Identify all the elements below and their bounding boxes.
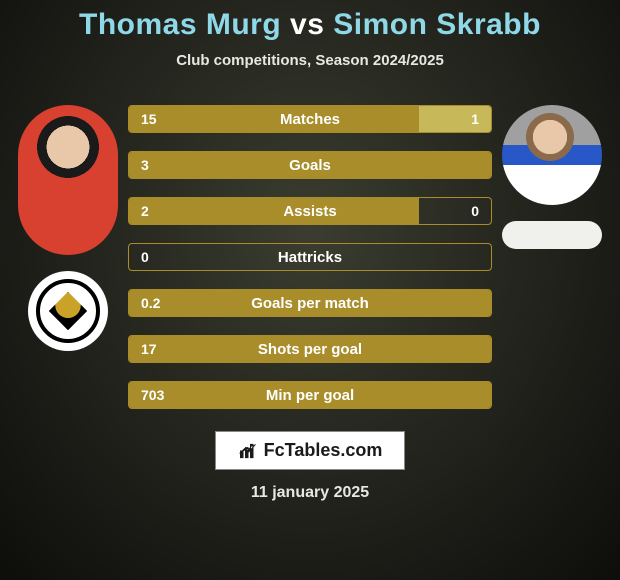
subtitle: Club competitions, Season 2024/2025 <box>176 52 444 69</box>
stat-row: 0.2Goals per match <box>128 289 492 317</box>
chart-icon <box>238 441 258 461</box>
stats-list: 15Matches13Goals2Assists00Hattricks0.2Go… <box>128 97 492 409</box>
footer: FcTables.com 11 january 2025 <box>215 431 406 502</box>
stat-row: 0Hattricks <box>128 243 492 271</box>
stat-label: Shots per goal <box>129 341 491 358</box>
stat-row: 3Goals <box>128 151 492 179</box>
player1-club-badge <box>28 271 108 351</box>
stat-row: 15Matches1 <box>128 105 492 133</box>
stat-label: Matches <box>129 111 491 128</box>
comparison-card: Thomas Murg vs Simon Skrabb Club competi… <box>0 0 620 580</box>
title-player2: Simon Skrabb <box>333 8 541 41</box>
main-row: 15Matches13Goals2Assists00Hattricks0.2Go… <box>0 97 620 409</box>
player2-avatar <box>502 105 602 205</box>
brand-suffix: Tables.com <box>285 440 383 460</box>
brand-prefix: Fc <box>264 440 285 460</box>
player1-avatar <box>18 105 118 255</box>
date-label: 11 january 2025 <box>251 484 369 502</box>
player2-club-badge <box>502 221 602 249</box>
page-title: Thomas Murg vs Simon Skrabb <box>79 8 541 42</box>
stat-row: 2Assists0 <box>128 197 492 225</box>
stat-label: Min per goal <box>129 387 491 404</box>
right-column <box>492 97 612 409</box>
brand-text: FcTables.com <box>264 440 383 461</box>
stat-label: Goals <box>129 157 491 174</box>
stat-value-right: 1 <box>441 111 491 127</box>
stat-row: 17Shots per goal <box>128 335 492 363</box>
stat-label: Assists <box>129 203 491 220</box>
stat-row: 703Min per goal <box>128 381 492 409</box>
left-column <box>8 97 128 409</box>
title-vs: vs <box>290 8 324 41</box>
stat-label: Hattricks <box>129 249 491 266</box>
stat-value-right: 0 <box>441 203 491 219</box>
brand-badge: FcTables.com <box>215 431 406 470</box>
title-player1: Thomas Murg <box>79 8 281 41</box>
stat-label: Goals per match <box>129 295 491 312</box>
